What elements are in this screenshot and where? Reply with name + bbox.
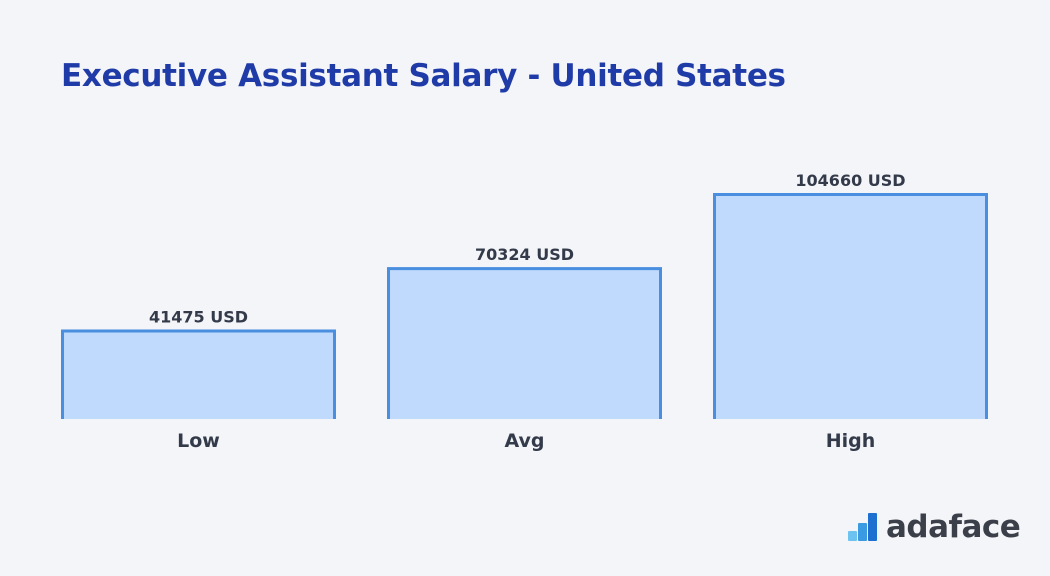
adaface-steps-icon <box>848 513 878 541</box>
category-label-avg: Avg <box>504 430 544 452</box>
brand-logo: adaface <box>848 509 1021 545</box>
category-label-low: Low <box>177 430 220 452</box>
data-label-avg: 70324 USD <box>475 245 574 264</box>
bar-outline-avg <box>387 267 662 419</box>
chart-title: Executive Assistant Salary - United Stat… <box>61 58 786 94</box>
bar-avg <box>387 267 662 419</box>
category-label-high: High <box>826 430 876 452</box>
data-label-high: 104660 USD <box>795 171 905 190</box>
data-label-low: 41475 USD <box>149 307 248 326</box>
brand-name: adaface <box>886 509 1021 545</box>
bar-high <box>713 193 988 419</box>
bar-outline-low <box>61 329 336 419</box>
bar-outline-high <box>713 193 988 419</box>
bar-low <box>61 329 336 419</box>
